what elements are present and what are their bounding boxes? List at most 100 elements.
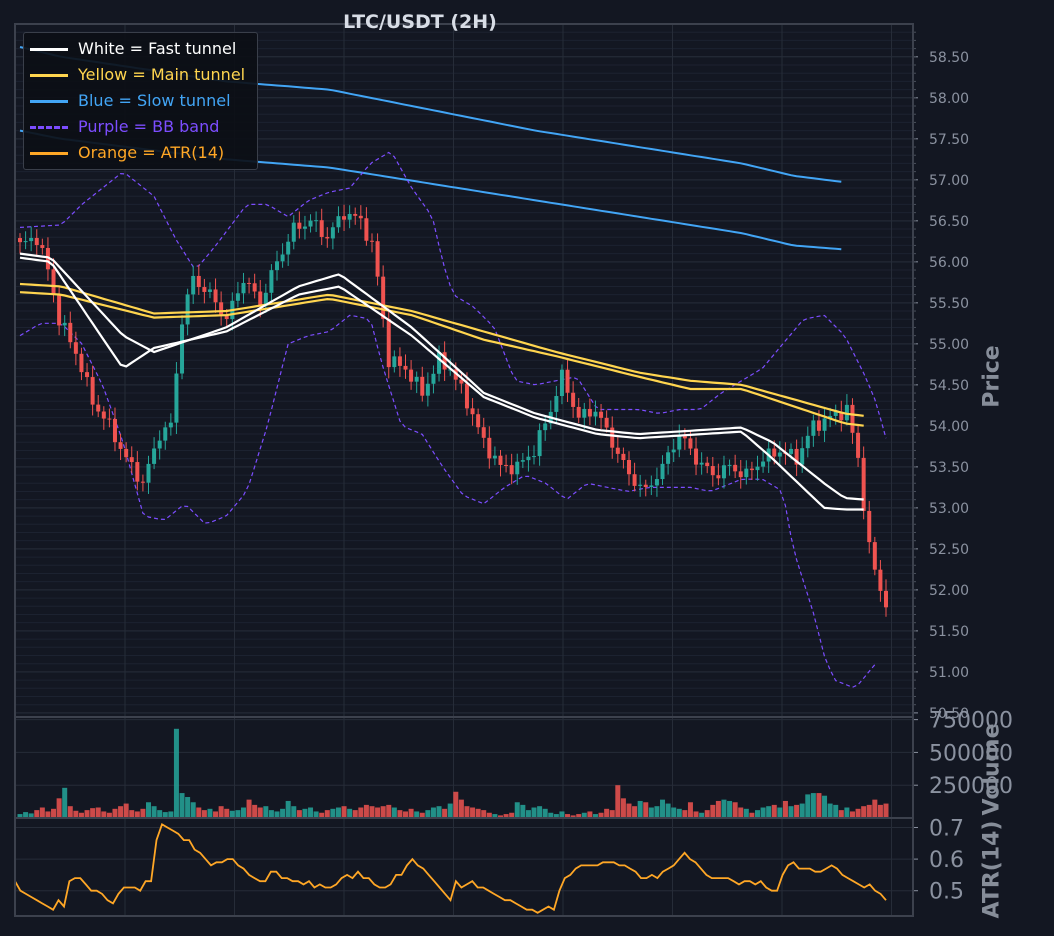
volume-bar [727,800,733,818]
candle-body [291,222,296,242]
volume-bar [576,814,582,818]
volume-tick-label: 750000 [929,709,1013,734]
chart-title: LTC/USDT (2H) [343,11,497,33]
candle-body [85,372,90,378]
price-tick-label: 51.50 [929,624,969,640]
candle-body [543,423,548,431]
candle-body [794,448,799,465]
candle-body [515,461,520,475]
volume-bar [51,808,57,818]
volume-bar [436,806,442,818]
price-tick-label: 58.00 [929,91,969,107]
volume-bar [173,728,179,818]
candle-body [196,275,201,288]
price-tick-label: 52.50 [929,542,969,558]
candle-body [369,240,374,242]
volume-bar [129,810,135,818]
candle-body [252,283,257,292]
candle-body [280,254,285,262]
candle-body [336,216,341,228]
volume-bar [201,810,207,818]
volume-bar [822,795,828,818]
candle-body [342,216,347,220]
candle-body [677,435,682,450]
volume-bar [637,800,643,818]
volume-bar [190,802,196,818]
volume-bar [732,802,738,818]
candle-body [833,411,838,416]
candle-body [632,474,637,486]
volume-bar [687,802,693,818]
candle-body [124,448,129,458]
candle-body [822,418,827,431]
candle-body [749,468,754,471]
volume-bar [218,806,224,818]
candle-body [811,420,816,436]
candle-body [185,294,190,325]
volume-bar [308,807,314,818]
volume-bar [693,811,699,818]
volume-bar [486,812,492,818]
volume-bar [553,814,559,818]
volume-bar [565,814,571,818]
volume-bar [643,802,649,818]
candle-body [504,464,509,466]
candle-body [314,220,319,222]
volume-bar [777,807,783,818]
volume-bar [140,808,146,818]
candle-body [302,226,307,229]
volume-bar [84,810,90,818]
volume-bar [447,803,453,818]
legend-label-fast: White = Fast tunnel [78,39,237,58]
legend-swatch-atr [30,152,68,155]
volume-bar [537,806,543,818]
volume-bar [363,804,369,818]
candle-body [96,404,101,412]
volume-bar [531,807,537,818]
volume-bar [369,806,375,818]
candle-body [492,455,497,459]
volume-bar [559,811,565,818]
volume-bar [386,804,392,818]
candle-body [18,238,22,243]
volume-bar [877,804,883,818]
legend-label-bb: Purple = BB band [78,117,220,136]
volume-bar [492,814,498,818]
volume-bar [285,800,291,818]
candle-body [29,237,34,242]
candle-body [386,318,391,368]
candle-body [867,510,872,543]
candle-body [90,377,95,405]
candle-body [330,227,335,239]
candle-body [459,379,464,384]
volume-bar [481,810,487,818]
band-bb_upper [19,151,887,439]
price-tick-label: 50.50 [929,706,969,722]
volume-bar [324,810,330,818]
candle-body [789,448,794,454]
volume-bar [470,807,476,818]
volume-bar [67,806,73,818]
candle-body [437,352,442,374]
candle-body [409,369,414,382]
legend-swatch-bb [30,126,68,129]
band-main_upper [19,282,864,417]
volume-bar [56,798,62,818]
candle-body [40,245,45,248]
candle-body [57,294,62,326]
price-tick-label: 56.00 [929,255,969,271]
volume-bar [17,814,23,818]
volume-bar [330,808,336,818]
candle-body [559,369,564,397]
volume-bar [235,810,241,818]
volume-bar [78,812,84,818]
candle-body [610,427,615,448]
volume-bar [665,803,671,818]
atr-tick-label: 0.7 [929,816,964,841]
candle-body [258,291,263,306]
candle-body [269,270,274,293]
volume-bar [430,807,436,818]
volume-bar [453,791,459,818]
volume-bar [263,806,269,818]
volume-bar [134,811,140,818]
